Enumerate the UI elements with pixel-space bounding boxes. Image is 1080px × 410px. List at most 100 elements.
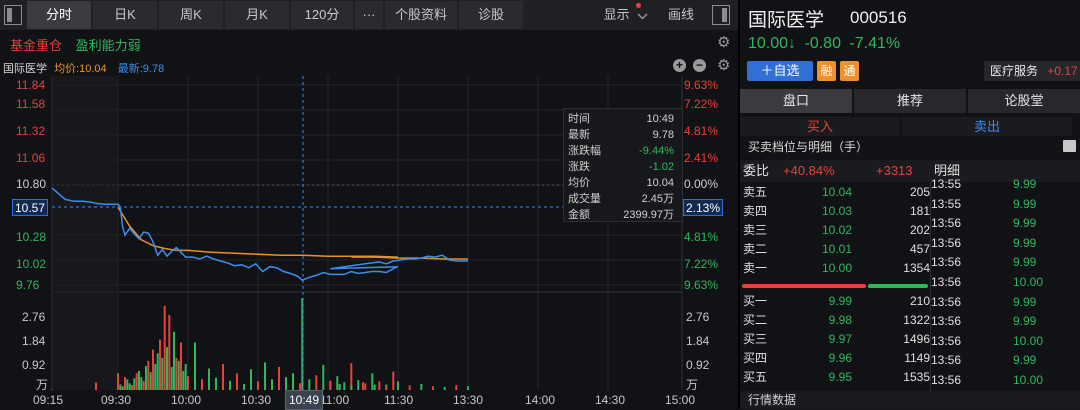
volume-tick: 0.92: [22, 358, 46, 372]
volume-bar: [131, 385, 133, 390]
volume-bar: [292, 373, 294, 390]
display-label: 显示: [603, 7, 630, 22]
bid-row[interactable]: 买二 9.98 1322: [743, 313, 930, 327]
volume-bar: [329, 380, 332, 390]
volume-bar: [175, 357, 178, 390]
trade-time: 13:56: [931, 333, 962, 348]
pct-tick: 9.63%: [684, 78, 719, 92]
ratio-diff: +3313: [876, 163, 913, 178]
trade-row: 13:56 9.99: [931, 351, 1080, 371]
tab-forum[interactable]: 论股堂: [968, 89, 1080, 113]
tab-weekly-k[interactable]: 周K: [159, 1, 223, 29]
volume-bar: [236, 373, 238, 390]
volume-bar: [182, 371, 185, 390]
buy-button[interactable]: 买入: [740, 117, 900, 136]
trade-row: 13:56 9.99: [931, 253, 1080, 273]
sell-button[interactable]: 卖出: [902, 117, 1072, 136]
pct-tick: 7.22%: [684, 97, 719, 111]
price-tick: 11.32: [16, 124, 46, 138]
margin-badge[interactable]: 融: [817, 61, 836, 81]
ask-row[interactable]: 卖四 10.03 181: [743, 204, 930, 218]
notification-dot: [636, 3, 641, 8]
details-label: 明细: [934, 163, 961, 178]
volume-bar: [378, 381, 381, 390]
tab-diagnosis[interactable]: 诊股: [459, 1, 523, 29]
volume-bar: [299, 383, 301, 390]
draw-line-button[interactable]: 画线: [667, 7, 694, 22]
volume-tick: 2.76: [686, 310, 710, 324]
tooltip-row: 最新 9.78: [568, 129, 674, 141]
fund-holding-tag[interactable]: 基金重仓: [10, 38, 63, 53]
more-tabs-button[interactable]: ···: [355, 1, 383, 29]
volume-bar: [250, 369, 252, 390]
trade-row: 13:55 9.99: [931, 195, 1080, 215]
tab-recommend[interactable]: 推荐: [854, 89, 966, 113]
chevron-down-icon: [637, 2, 648, 30]
volume-bar: [159, 339, 161, 390]
ask-row[interactable]: 卖三 10.02 202: [743, 223, 930, 237]
tab-order-book[interactable]: 盘口: [740, 89, 852, 113]
volume-bar: [126, 379, 129, 390]
zoom-out-icon[interactable]: −: [693, 59, 706, 72]
tab-daily-k[interactable]: 日K: [93, 1, 157, 29]
volume-bar: [168, 315, 171, 390]
ask-row[interactable]: 卖二 10.01 457: [743, 242, 930, 256]
volume-bar: [315, 375, 318, 390]
connect-badge[interactable]: 通: [840, 61, 859, 81]
price-tick: 11.06: [16, 151, 46, 165]
pct-tick: 2.41%: [684, 151, 719, 165]
stock-code: 000516: [850, 8, 907, 27]
calculator-icon[interactable]: [1063, 140, 1076, 152]
volume-bar: [208, 368, 210, 390]
tab-company-profile[interactable]: 个股资料: [385, 1, 457, 29]
volume-bar: [119, 384, 122, 390]
chart-gear-icon[interactable]: ⚙: [717, 57, 731, 74]
volume-bar: [350, 385, 353, 390]
volume-bar: [443, 386, 446, 390]
volume-bar: [222, 364, 224, 390]
ask-row[interactable]: 卖五 10.04 205: [743, 185, 930, 199]
price-change: -0.80: [804, 35, 841, 52]
volume-bar: [278, 367, 280, 390]
bid-row[interactable]: 买三 9.97 1496: [743, 332, 930, 346]
volume-bar: [408, 385, 411, 390]
volume-bar: [133, 378, 136, 390]
volume-bar: [187, 376, 189, 390]
volume-bar: [371, 373, 374, 390]
price-line: [51, 187, 468, 282]
tab-120min[interactable]: 120分: [291, 1, 353, 29]
volume-unit: 万: [686, 378, 699, 392]
panel-divider: [738, 0, 740, 409]
time-tick: 15:00: [665, 393, 696, 407]
collapse-right-panel-icon[interactable]: [712, 5, 730, 25]
trade-price: 9.99: [1013, 353, 1037, 368]
add-watchlist-button[interactable]: ＋自选: [747, 61, 813, 81]
tab-monthly-k[interactable]: 月K: [225, 1, 289, 29]
volume-bar: [161, 357, 164, 390]
trade-row: 13:56 10.00: [931, 273, 1080, 293]
market-data-footer[interactable]: 行情数据: [740, 391, 1080, 409]
sector-chip[interactable]: 医疗服务 +0.17: [984, 61, 1080, 81]
bid-row[interactable]: 买五 9.95 1535: [743, 370, 930, 384]
price-tick: 10.80: [16, 177, 47, 191]
tab-intraday[interactable]: 分时: [27, 1, 91, 29]
collapse-left-panel-icon[interactable]: [4, 5, 22, 25]
display-dropdown[interactable]: 显示: [595, 1, 657, 29]
trade-row: 13:56 9.99: [931, 312, 1080, 332]
gear-icon[interactable]: ⚙: [717, 34, 731, 51]
price-tick: 11.58: [16, 97, 46, 111]
ask-row[interactable]: 卖一 10.00 1354: [743, 261, 930, 275]
volume-bar: [51, 389, 53, 390]
volume-bar: [350, 363, 353, 390]
bid-row[interactable]: 买四 9.96 1149: [743, 351, 930, 365]
zoom-in-icon[interactable]: +: [673, 59, 686, 72]
volume-bar: [124, 377, 126, 390]
order-ratio-row: 委比 +40.84% +3313 明细: [740, 160, 1080, 182]
profitability-tag[interactable]: 盈利能力弱: [75, 38, 141, 53]
volume-bar: [362, 382, 364, 390]
bid-row[interactable]: 买一 9.99 210: [743, 294, 930, 308]
volume-bar: [135, 373, 138, 390]
volume-bar: [138, 371, 140, 390]
volume-bar: [170, 367, 173, 390]
volume-bar: [154, 364, 157, 390]
